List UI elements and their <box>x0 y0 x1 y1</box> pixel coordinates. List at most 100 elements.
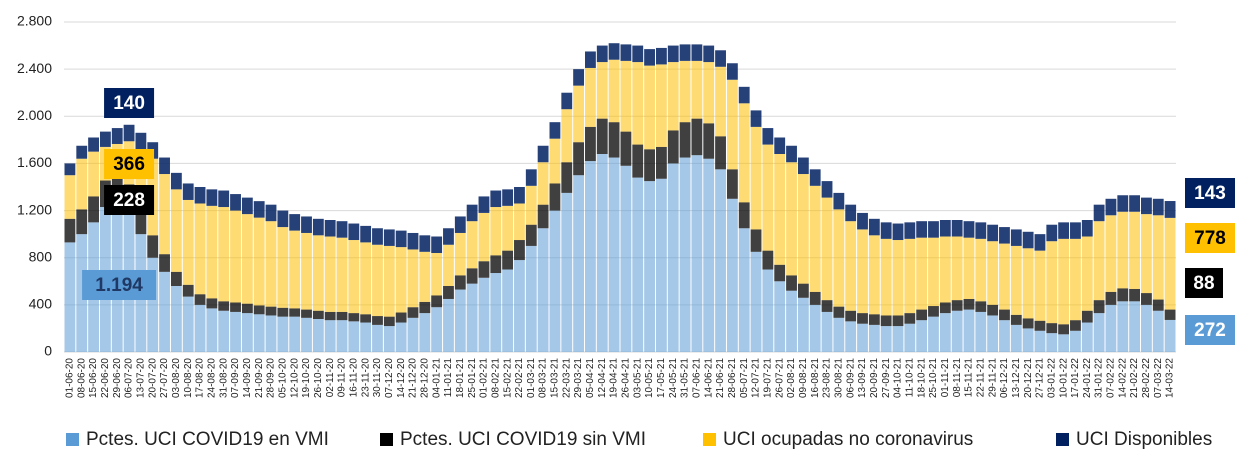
bar-segment <box>159 157 170 175</box>
bar-segment <box>880 238 892 316</box>
bar-segment <box>916 309 928 321</box>
x-tick-label: 07-09-20 <box>230 358 241 398</box>
legend-label: Pctes. UCI COVID19 en VMI <box>86 429 329 450</box>
bar-segment <box>951 300 963 311</box>
bar-segment <box>655 146 667 179</box>
x-tick-label: 02-08-21 <box>786 358 797 398</box>
bar-segment <box>490 255 502 274</box>
bar-segment <box>218 190 230 208</box>
bar-segment <box>880 222 892 239</box>
x-tick-label: 05-10-20 <box>277 358 288 398</box>
bar-segment <box>443 244 454 286</box>
bar-segment <box>1105 198 1117 216</box>
x-tick-label: 31-05-21 <box>680 358 691 398</box>
y-tick-label: 800 <box>29 248 53 264</box>
bar-segment <box>490 207 502 256</box>
bar-segment <box>1152 310 1164 352</box>
bar-segment <box>76 158 88 210</box>
bar-segment <box>667 45 679 63</box>
x-tick-label: 24-01-22 <box>1082 358 1093 398</box>
bar-segment <box>360 242 372 315</box>
bar-segment <box>372 324 383 352</box>
y-tick-label: 2.800 <box>17 13 52 29</box>
bar-segment <box>868 235 880 315</box>
x-tick-label: 23-08-21 <box>822 358 833 398</box>
bar-segment <box>1010 324 1022 352</box>
bar-segment <box>987 315 999 352</box>
bar-segment <box>454 232 466 276</box>
bar-segment <box>750 110 762 127</box>
bar-segment <box>1070 238 1081 321</box>
bar-segment <box>360 314 372 323</box>
bar-segment <box>726 198 738 352</box>
value-label: 366 <box>113 154 145 175</box>
value-label-box <box>1185 223 1235 253</box>
legend-swatch <box>66 433 79 446</box>
bar-segment <box>478 277 490 352</box>
bar-segment <box>360 225 372 243</box>
x-tick-label: 04-01-21 <box>431 358 442 398</box>
bar-segment <box>324 320 336 352</box>
bar-segment <box>312 235 324 311</box>
x-tick-label: 27-12-21 <box>1035 358 1046 398</box>
x-tick-label: 17-01-22 <box>1070 358 1081 398</box>
x-tick-label: 21-06-21 <box>715 358 726 398</box>
bar-segment <box>679 122 691 158</box>
bar-segment <box>431 236 443 253</box>
x-tick-label: 08-06-20 <box>76 358 87 398</box>
bar-segment <box>230 302 241 312</box>
bar-segment <box>868 324 880 352</box>
value-label: 228 <box>113 190 145 211</box>
bar-segment <box>1093 300 1105 314</box>
bar-segment <box>596 62 608 119</box>
bar-segment <box>1022 328 1034 352</box>
bar-segment <box>1046 241 1058 324</box>
x-tick-label: 03-05-21 <box>632 358 643 398</box>
bar-segment <box>1152 215 1164 300</box>
bar-segment <box>1022 318 1034 329</box>
bar-segment <box>265 306 277 316</box>
x-tick-label: 01-03-21 <box>526 358 537 398</box>
bar-segment <box>88 196 99 223</box>
bar-segment <box>99 131 111 147</box>
x-tick-label: 07-03-22 <box>1153 358 1164 398</box>
legend-swatch <box>1056 433 1069 446</box>
bar-segment <box>715 50 726 67</box>
bar-segment <box>301 216 312 233</box>
bar-segment <box>928 221 939 238</box>
bar-segment <box>963 237 975 299</box>
bar-segment <box>265 221 277 307</box>
x-tick-label: 08-11-21 <box>952 358 963 398</box>
x-tick-label: 28-12-20 <box>419 358 430 398</box>
bar-segment <box>620 44 632 61</box>
bar-segment <box>786 145 797 163</box>
bar-segment <box>833 317 845 352</box>
bar-segment <box>1070 330 1081 352</box>
bar-segment <box>833 209 845 307</box>
bar-segment <box>596 118 608 154</box>
bar-segment <box>1034 330 1046 352</box>
x-tick-label: 02-11-20 <box>325 358 336 398</box>
bar-segment <box>1141 293 1152 305</box>
bar-segment <box>1046 333 1058 352</box>
bar-segment <box>797 174 809 284</box>
bar-segment <box>336 320 348 352</box>
y-tick-label: 400 <box>29 296 53 312</box>
bar-segment <box>372 228 383 245</box>
bar-segment <box>715 169 726 352</box>
value-label: 140 <box>113 93 145 114</box>
bar-segment <box>939 220 951 237</box>
bar-segment <box>975 238 987 302</box>
bar-segment <box>632 45 644 63</box>
bar-segment <box>620 131 632 166</box>
bar-segment <box>135 209 147 235</box>
legend-swatch <box>380 433 393 446</box>
x-tick-label: 27-07-20 <box>159 358 170 398</box>
x-tick-label: 14-02-22 <box>1117 358 1128 398</box>
bar-segment <box>561 109 573 163</box>
bar-segment <box>289 308 301 317</box>
bar-segment <box>786 275 797 291</box>
bar-segment <box>951 310 963 352</box>
bar-segment <box>1034 234 1046 251</box>
bar-segment <box>324 236 336 312</box>
